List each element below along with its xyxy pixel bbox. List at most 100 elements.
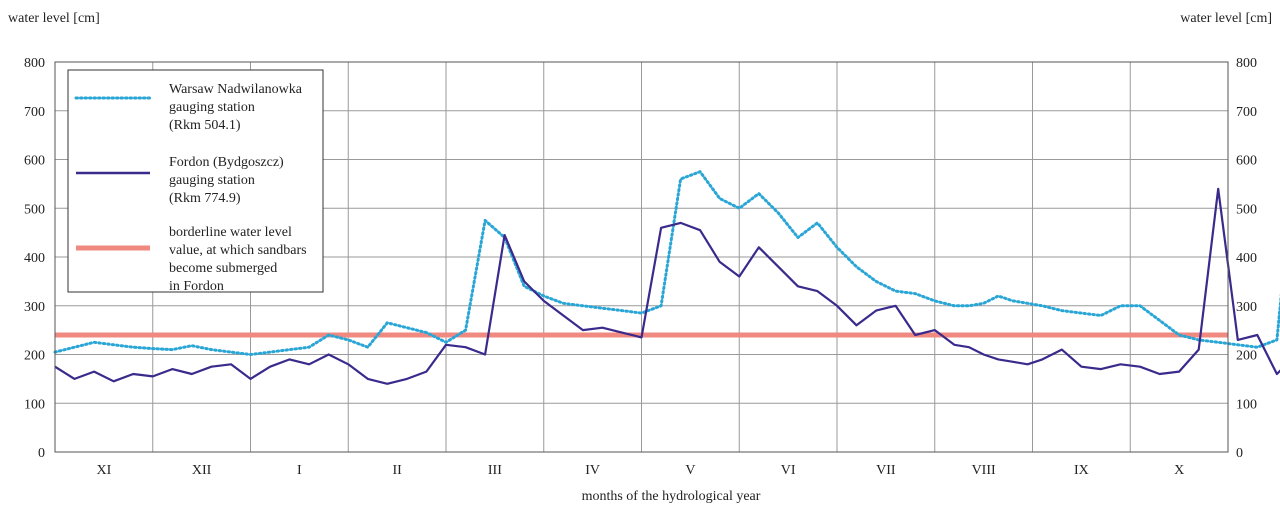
point-fordon-5 [152, 375, 154, 377]
y-tick-right-500: 500 [1236, 202, 1257, 217]
y-tick-left-700: 700 [24, 105, 45, 120]
point-warsaw-43 [895, 290, 897, 292]
point-fordon-47 [968, 346, 970, 348]
point-warsaw-10 [249, 353, 252, 356]
point-warsaw-47 [968, 305, 970, 307]
point-warsaw-13 [308, 346, 310, 348]
point-fordon-31 [660, 227, 662, 229]
point-warsaw-64 [1276, 339, 1278, 341]
point-warsaw-28 [601, 307, 604, 309]
point-fordon-48 [983, 353, 985, 356]
point-warsaw-11 [269, 351, 271, 353]
point-warsaw-54 [1080, 312, 1082, 314]
series-group [53, 170, 1280, 385]
y-tick-left-500: 500 [24, 202, 45, 217]
y-tick-left-0: 0 [38, 446, 45, 461]
y-tick-right-200: 200 [1236, 349, 1257, 364]
point-fordon-44 [914, 334, 916, 336]
x-tick-VI: VI [781, 463, 796, 478]
point-warsaw-27 [582, 305, 584, 307]
point-warsaw-35 [738, 207, 740, 209]
point-warsaw-8 [210, 349, 212, 351]
point-fordon-6 [171, 368, 173, 370]
point-fordon-46 [953, 344, 955, 346]
point-warsaw-51 [1027, 302, 1029, 304]
point-warsaw-25 [543, 295, 545, 297]
point-warsaw-38 [797, 236, 799, 239]
y-axis-left-title: water level [cm] [8, 11, 100, 26]
point-warsaw-52 [1041, 305, 1043, 307]
point-warsaw-39 [816, 222, 819, 224]
point-fordon-50 [1012, 361, 1014, 363]
point-warsaw-56 [1119, 305, 1122, 307]
point-warsaw-57 [1139, 305, 1141, 307]
x-tick-XII: XII [192, 463, 212, 478]
legend-label-warsaw-3: (Rkm 504.1) [169, 118, 241, 133]
legend-label-borderline-1: borderline water level [169, 225, 292, 240]
point-warsaw-29 [621, 310, 623, 312]
point-fordon-13 [308, 363, 310, 365]
legend: Warsaw Nadwilanowka gauging station (Rkm… [67, 69, 324, 294]
point-fordon-7 [191, 373, 193, 375]
point-fordon-41 [855, 324, 858, 326]
y-axis-right: 0 100 200 300 400 500 600 700 800 [1236, 56, 1257, 461]
point-warsaw-32 [680, 178, 682, 180]
point-warsaw-46 [953, 305, 955, 307]
point-warsaw-63 [1256, 346, 1258, 348]
point-warsaw-1 [73, 346, 76, 348]
series-line-fordon [54, 187, 1280, 385]
point-warsaw-62 [1237, 344, 1239, 346]
point-fordon-10 [249, 378, 252, 380]
point-fordon-60 [1198, 349, 1200, 351]
point-warsaw-5 [152, 348, 154, 350]
point-fordon-18 [406, 378, 408, 380]
point-warsaw-40 [836, 246, 838, 248]
y-tick-left-100: 100 [24, 397, 45, 412]
y-tick-right-600: 600 [1236, 154, 1257, 169]
point-fordon-32 [680, 222, 682, 224]
point-warsaw-4 [132, 346, 134, 348]
y-tick-right-0: 0 [1236, 446, 1243, 461]
y-tick-right-100: 100 [1236, 397, 1257, 412]
point-fordon-26 [562, 314, 564, 317]
x-axis: XI XII I II III IV V VI VII VIII IX X [96, 463, 1184, 478]
point-warsaw-12 [289, 349, 291, 351]
point-fordon-24 [523, 280, 525, 282]
point-fordon-23 [504, 234, 506, 236]
y-tick-right-400: 400 [1236, 251, 1257, 266]
point-fordon-53 [1061, 349, 1063, 351]
point-warsaw-42 [875, 280, 877, 282]
y-tick-left-800: 800 [24, 56, 45, 71]
point-warsaw-15 [347, 339, 349, 341]
point-warsaw-2 [93, 341, 95, 343]
point-fordon-43 [895, 305, 897, 307]
point-fordon-39 [816, 290, 819, 292]
legend-label-borderline-3: become submerged [169, 261, 277, 276]
point-fordon-64 [1276, 373, 1278, 375]
point-warsaw-61 [1217, 341, 1219, 343]
point-fordon-21 [465, 346, 467, 348]
point-warsaw-34 [719, 197, 721, 200]
y-tick-right-800: 800 [1236, 56, 1257, 71]
y-tick-right-700: 700 [1236, 105, 1257, 120]
point-warsaw-18 [406, 327, 408, 329]
y-tick-left-600: 600 [24, 154, 45, 169]
point-fordon-22 [484, 353, 486, 356]
point-fordon-25 [543, 300, 545, 302]
point-fordon-33 [699, 229, 701, 231]
point-fordon-55 [1100, 368, 1102, 370]
point-warsaw-44 [914, 293, 916, 295]
point-warsaw-41 [855, 266, 858, 268]
x-tick-V: V [685, 463, 695, 478]
x-tick-VIII: VIII [972, 463, 996, 478]
point-warsaw-22 [484, 219, 486, 221]
point-fordon-19 [425, 371, 427, 373]
point-fordon-20 [445, 344, 447, 346]
point-warsaw-30 [640, 312, 643, 314]
legend-label-warsaw-1: Warsaw Nadwilanowka [169, 82, 303, 97]
point-warsaw-24 [523, 285, 525, 287]
legend-label-warsaw-2: gauging station [169, 100, 255, 115]
point-fordon-12 [289, 358, 291, 360]
series-line-warsaw [53, 170, 1280, 356]
point-warsaw-14 [328, 334, 330, 336]
